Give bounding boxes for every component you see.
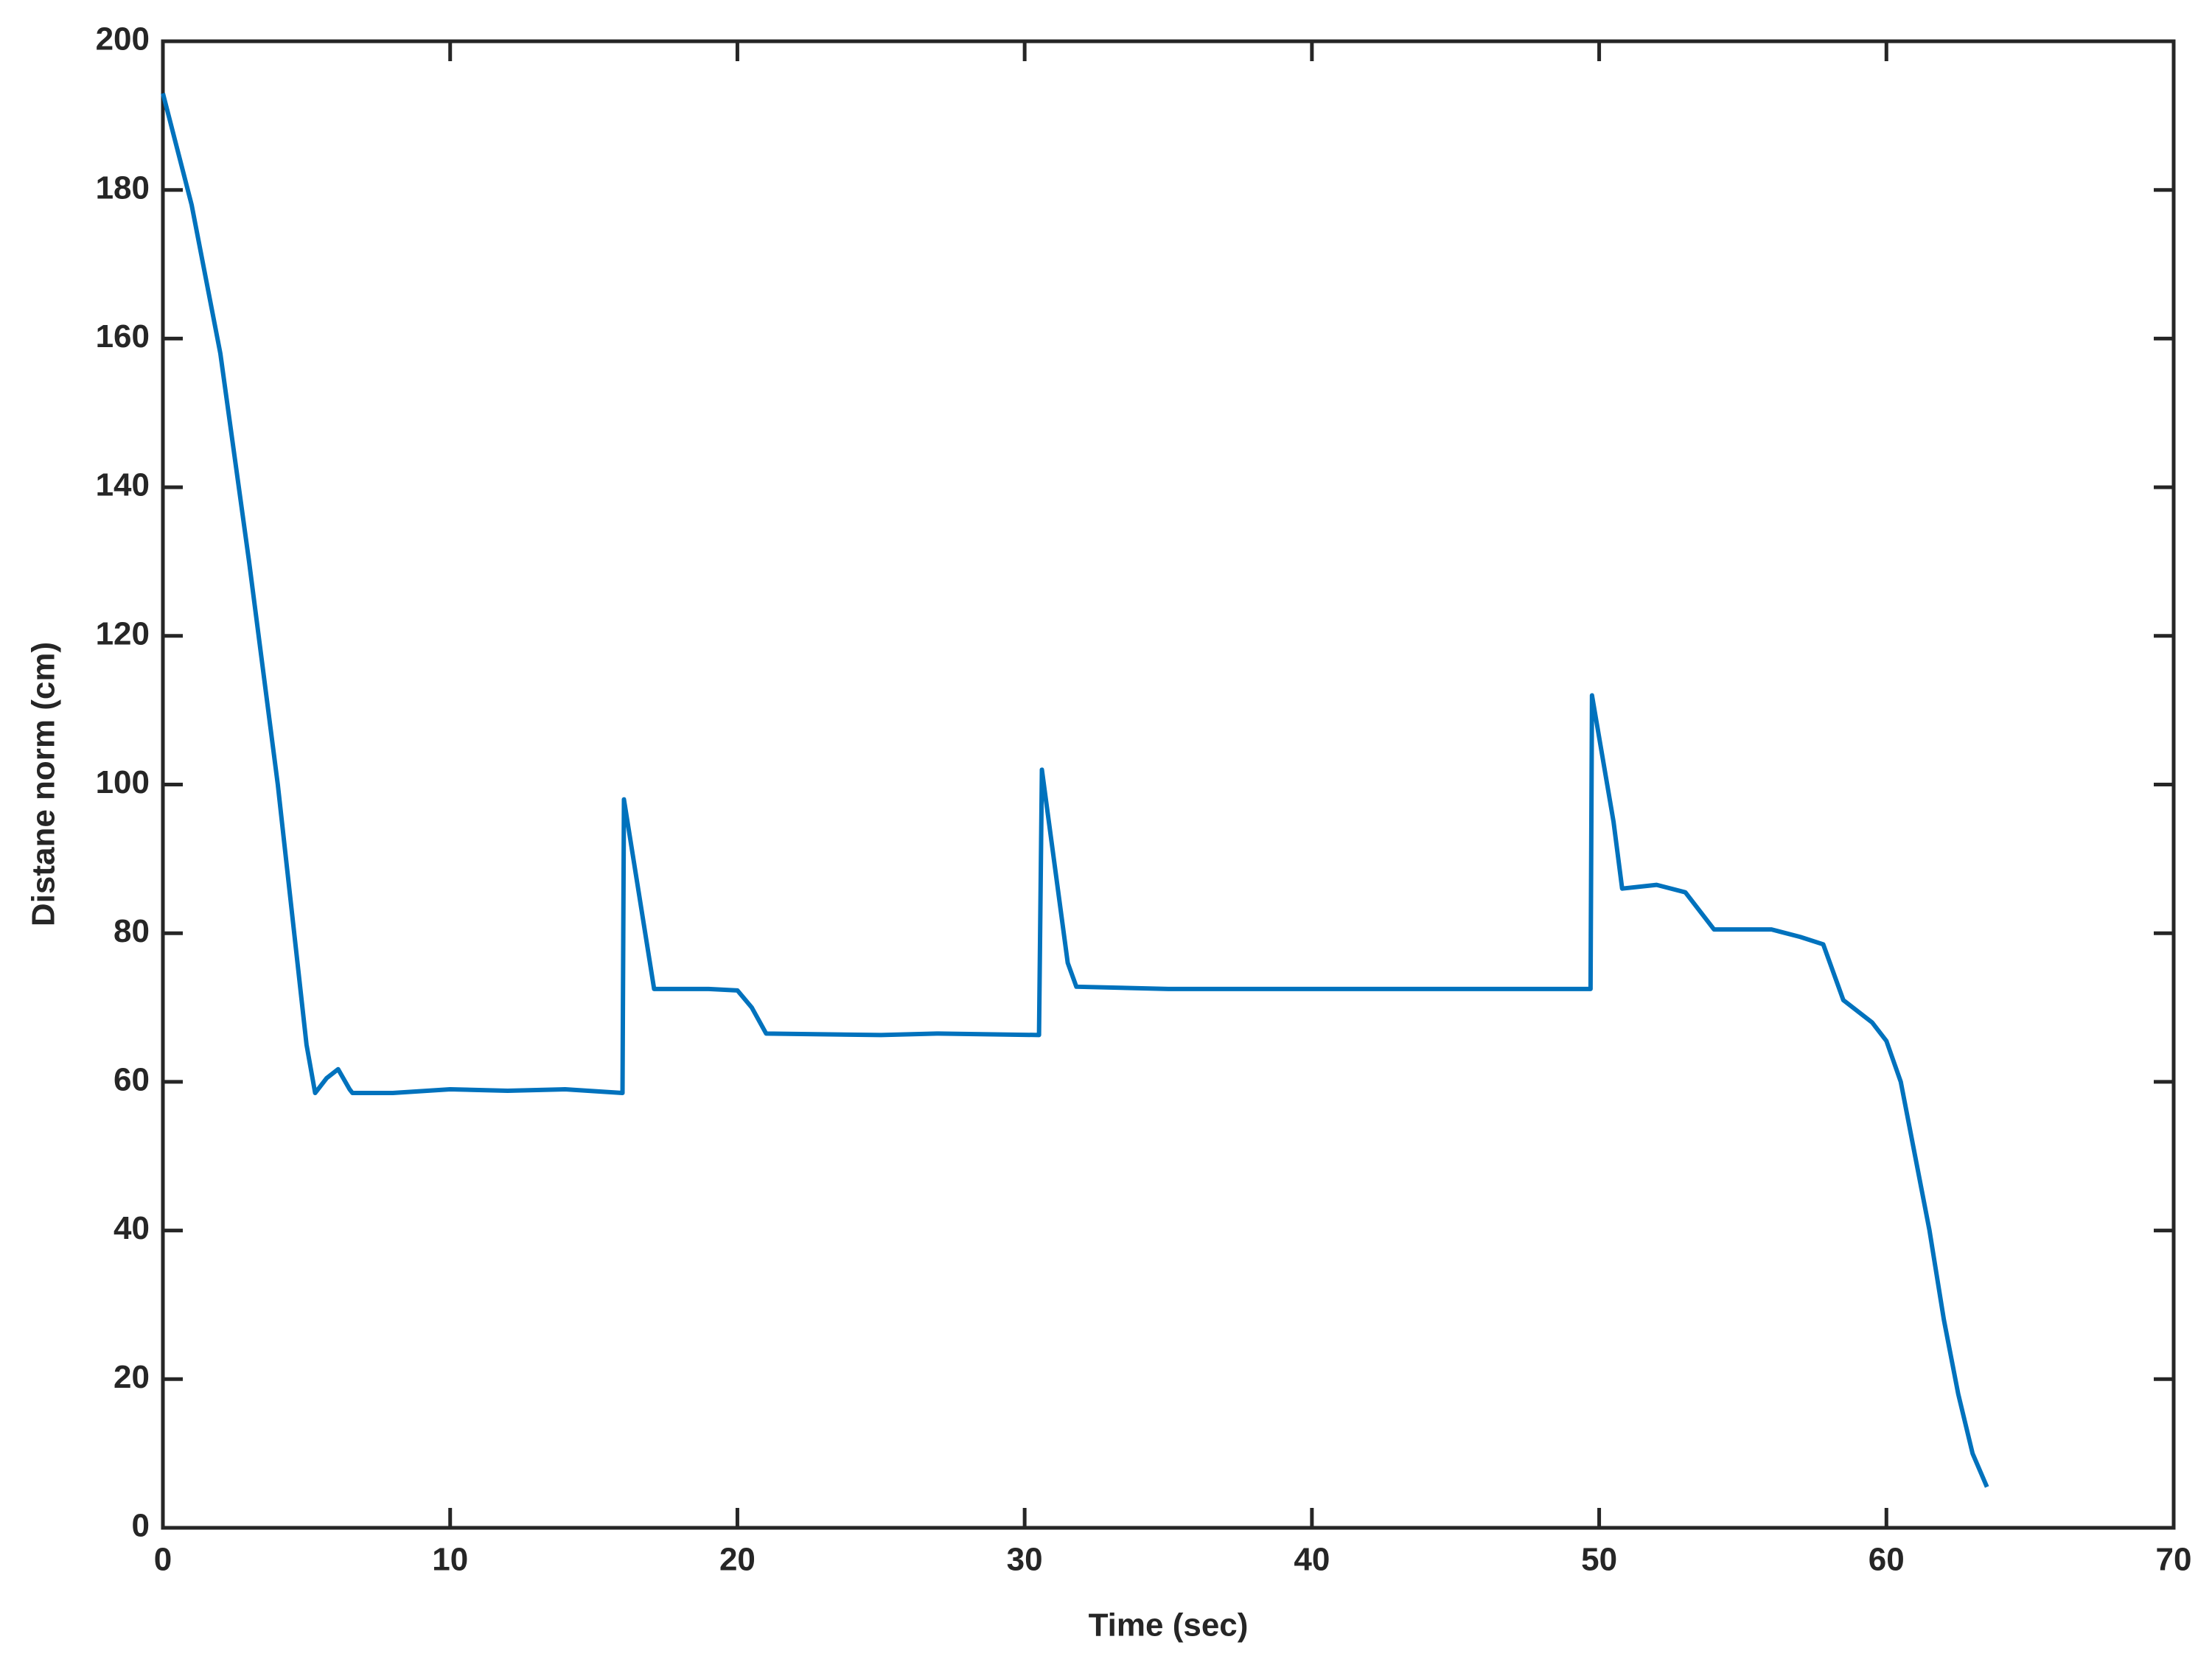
y-tick-label: 160	[96, 318, 150, 354]
x-tick-label: 0	[154, 1542, 172, 1578]
y-tick-label: 100	[96, 764, 150, 800]
y-tick-label: 180	[96, 170, 150, 206]
y-tick-label: 40	[114, 1210, 150, 1246]
y-tick-label: 20	[114, 1359, 150, 1395]
y-tick-label: 120	[96, 615, 150, 652]
x-tick-label: 70	[2156, 1542, 2192, 1578]
x-tick-label: 20	[719, 1542, 756, 1578]
x-tick-label: 10	[432, 1542, 468, 1578]
y-tick-label: 200	[96, 21, 150, 57]
y-tick-label: 60	[114, 1062, 150, 1098]
x-tick-label: 60	[1869, 1542, 1905, 1578]
y-tick-label: 80	[114, 913, 150, 949]
data-line	[161, 92, 1989, 1488]
y-tick-label: 140	[96, 467, 150, 503]
y-tick-label: 0	[132, 1508, 150, 1544]
x-tick-label: 30	[1007, 1542, 1043, 1578]
y-axis-label: Distane norm (cm)	[26, 642, 62, 926]
x-tick-label: 50	[1581, 1542, 1617, 1578]
x-tick-label: 40	[1294, 1542, 1330, 1578]
plot-frame	[161, 39, 2176, 1530]
x-axis-label: Time (sec)	[1089, 1607, 1249, 1644]
